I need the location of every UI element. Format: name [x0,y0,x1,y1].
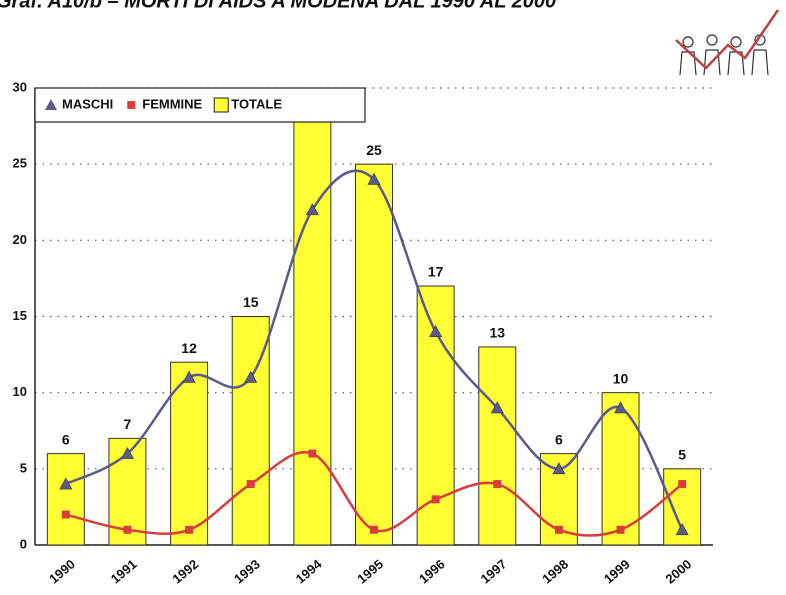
logo-icon [676,10,778,75]
data-label: 5 [678,447,686,463]
chart-title: Graf. A10/b – MORTI DI AIDS A MODENA DAL… [0,0,556,12]
marker-square [678,480,686,488]
legend-label: MASCHI [62,96,113,111]
data-label: 13 [489,325,505,341]
y-tick-label: 10 [13,384,27,399]
y-tick-label: 5 [20,460,27,475]
bar [47,454,84,545]
x-tick-label: 1993 [231,556,263,586]
y-tick-label: 30 [13,79,27,94]
x-tick-label: 1997 [478,556,510,586]
legend-swatch [214,98,228,112]
bar [479,347,516,545]
marker-square [123,526,131,534]
y-tick-label: 0 [20,536,27,551]
data-label: 15 [243,294,259,310]
marker-square [185,526,193,534]
y-tick-label: 25 [13,156,27,171]
marker-square [308,450,316,458]
data-label: 6 [555,431,563,447]
x-tick-label: 1998 [539,556,571,586]
data-label: 25 [366,142,382,158]
chart: Graf. A10/b – MORTI DI AIDS A MODENA DAL… [0,0,786,595]
marker-square [370,526,378,534]
x-tick-label: 1991 [108,556,140,586]
data-label: 17 [428,264,444,280]
marker-square [432,495,440,503]
legend-label: TOTALE [231,96,282,111]
x-tick-label: 2000 [663,556,695,586]
y-tick-label: 15 [13,308,27,323]
data-label: 6 [62,431,70,447]
x-tick-label: 1990 [46,556,78,586]
x-tick-label: 1992 [169,556,201,586]
marker-square [62,511,70,519]
x-tick-label: 1999 [601,556,633,586]
legend-label: FEMMINE [142,96,202,111]
x-tick-label: 1996 [416,556,448,586]
legend-swatch [127,101,135,109]
x-tick-label: 1994 [293,556,325,587]
bar [356,164,393,545]
marker-square [555,526,563,534]
data-label: 7 [124,416,132,432]
x-tick-label: 1995 [354,556,386,586]
y-tick-label: 20 [13,232,27,247]
bar [294,118,331,545]
marker-square [247,480,255,488]
marker-square [617,526,625,534]
marker-square [493,480,501,488]
data-label: 10 [613,370,629,386]
data-label: 12 [181,340,197,356]
